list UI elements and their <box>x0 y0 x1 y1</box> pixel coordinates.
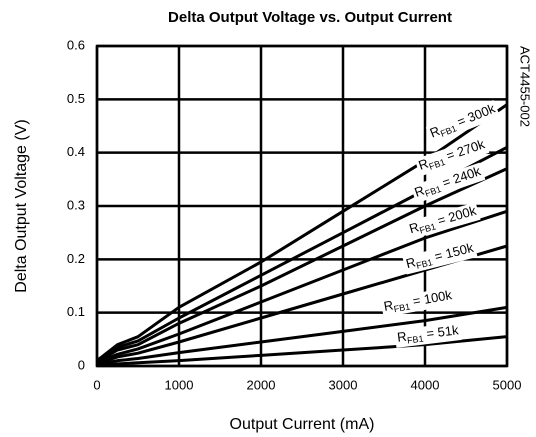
series-label: RFB1 = 51k <box>396 323 460 347</box>
annotation: ACT4455-002 <box>518 46 533 127</box>
label-background <box>394 322 462 348</box>
curve <box>96 305 508 366</box>
x-axis-title: Output Current (mA) <box>230 416 375 433</box>
x-tick-label: 4000 <box>411 377 440 392</box>
label-background <box>402 239 478 275</box>
y-tick-label: 0 <box>78 357 85 372</box>
curve <box>96 244 508 365</box>
y-tick-label: 0.1 <box>67 304 85 319</box>
series-label: RFB1 = 100k <box>383 287 454 316</box>
series-label: RFB1 = 300k <box>428 101 499 143</box>
x-tick-label: 0 <box>93 377 100 392</box>
curve <box>96 146 508 362</box>
label-background <box>380 286 456 318</box>
y-tick-label: 0.6 <box>67 37 85 52</box>
x-tick-label: 2000 <box>247 377 276 392</box>
y-axis-title: Delta Output Voltage (V) <box>13 119 30 292</box>
y-tick-label: 0.2 <box>67 251 85 266</box>
x-tick-label: 1000 <box>165 377 194 392</box>
y-tick-label: 0.5 <box>67 91 85 106</box>
x-tick-label: 5000 <box>493 377 522 392</box>
y-tick-label: 0.3 <box>67 197 85 212</box>
label-background <box>405 202 481 240</box>
curve <box>96 167 508 364</box>
chart-title: Delta Output Voltage vs. Output Current <box>168 9 452 26</box>
x-tick-label: 3000 <box>329 377 358 392</box>
curve <box>96 209 508 364</box>
curve <box>96 103 508 362</box>
label-background <box>425 99 501 145</box>
label-background <box>410 162 486 204</box>
y-tick-label: 0.4 <box>67 144 85 159</box>
plot-frame <box>95 44 509 368</box>
label-background <box>414 135 490 177</box>
